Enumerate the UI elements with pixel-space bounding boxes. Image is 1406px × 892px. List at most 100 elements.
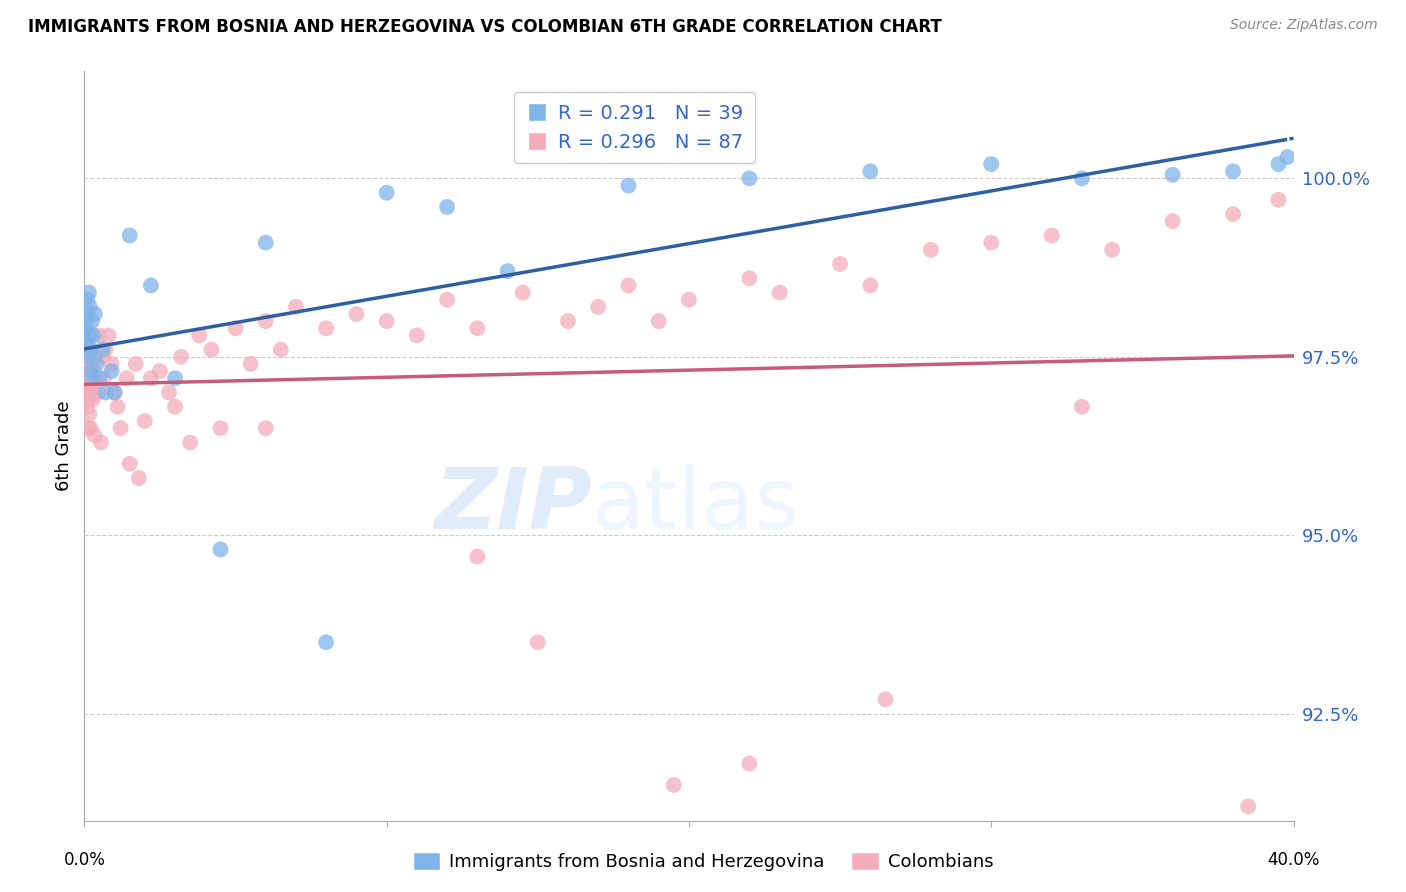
- Point: [1071, 400, 1094, 414]
- Point: [79, 385, 101, 400]
- Point: [82, 392, 104, 407]
- Point: [79, 350, 101, 364]
- Point: [678, 293, 700, 307]
- Point: [209, 542, 232, 557]
- Point: [80, 357, 103, 371]
- Point: [1267, 193, 1289, 207]
- Point: [125, 357, 148, 371]
- Point: [79, 328, 101, 343]
- Point: [738, 171, 761, 186]
- Point: [139, 278, 162, 293]
- Point: [76, 385, 98, 400]
- Legend: Immigrants from Bosnia and Herzegovina, Colombians: Immigrants from Bosnia and Herzegovina, …: [405, 845, 1001, 879]
- Point: [77, 350, 100, 364]
- Point: [77, 407, 100, 421]
- Point: [80, 378, 103, 392]
- Point: [134, 414, 156, 428]
- Point: [1101, 243, 1123, 257]
- Point: [830, 257, 852, 271]
- Text: 40.0%: 40.0%: [1267, 851, 1320, 869]
- Point: [76, 293, 98, 307]
- Point: [165, 371, 187, 385]
- Point: [617, 178, 640, 193]
- Point: [254, 314, 277, 328]
- Text: ZIP: ZIP: [434, 465, 592, 548]
- Point: [110, 421, 132, 435]
- Point: [1161, 168, 1184, 182]
- Point: [436, 200, 458, 214]
- Point: [82, 371, 104, 385]
- Point: [1040, 228, 1063, 243]
- Point: [100, 364, 122, 378]
- Point: [77, 364, 100, 378]
- Point: [149, 364, 172, 378]
- Point: [527, 635, 550, 649]
- Point: [285, 300, 308, 314]
- Point: [80, 364, 103, 378]
- Point: [76, 357, 98, 371]
- Point: [1222, 164, 1244, 178]
- Point: [980, 157, 1002, 171]
- Point: [254, 421, 277, 435]
- Point: [104, 385, 127, 400]
- Point: [165, 400, 187, 414]
- Point: [188, 328, 211, 343]
- Point: [920, 243, 942, 257]
- Point: [875, 692, 897, 706]
- Point: [94, 385, 117, 400]
- Point: [83, 428, 105, 442]
- Point: [93, 371, 115, 385]
- Point: [97, 328, 120, 343]
- Point: [769, 285, 792, 300]
- Point: [315, 635, 337, 649]
- Point: [94, 343, 117, 357]
- Point: [467, 321, 489, 335]
- Point: [139, 371, 162, 385]
- Point: [86, 371, 108, 385]
- Point: [1237, 799, 1260, 814]
- Point: [179, 435, 201, 450]
- Point: [512, 285, 534, 300]
- Point: [104, 385, 127, 400]
- Point: [557, 314, 579, 328]
- Point: [77, 392, 100, 407]
- Text: 0.0%: 0.0%: [63, 851, 105, 869]
- Point: [84, 307, 107, 321]
- Point: [89, 371, 111, 385]
- Point: [76, 314, 98, 328]
- Point: [859, 278, 882, 293]
- Point: [157, 385, 180, 400]
- Point: [588, 300, 610, 314]
- Y-axis label: 6th Grade: 6th Grade: [55, 401, 73, 491]
- Point: [86, 357, 108, 371]
- Point: [107, 400, 129, 414]
- Point: [200, 343, 222, 357]
- Point: [170, 350, 193, 364]
- Point: [980, 235, 1002, 250]
- Point: [406, 328, 429, 343]
- Point: [80, 343, 103, 357]
- Point: [270, 343, 292, 357]
- Text: Source: ZipAtlas.com: Source: ZipAtlas.com: [1230, 18, 1378, 32]
- Point: [375, 186, 398, 200]
- Point: [1277, 150, 1299, 164]
- Point: [239, 357, 262, 371]
- Point: [76, 335, 98, 350]
- Point: [375, 314, 398, 328]
- Point: [1222, 207, 1244, 221]
- Point: [859, 164, 882, 178]
- Point: [467, 549, 489, 564]
- Point: [76, 378, 98, 392]
- Point: [254, 235, 277, 250]
- Text: atlas: atlas: [592, 465, 800, 548]
- Point: [617, 278, 640, 293]
- Point: [496, 264, 519, 278]
- Point: [79, 300, 101, 314]
- Point: [118, 457, 141, 471]
- Point: [75, 350, 97, 364]
- Point: [1161, 214, 1184, 228]
- Point: [315, 321, 337, 335]
- Point: [1071, 171, 1094, 186]
- Point: [79, 328, 101, 343]
- Point: [77, 307, 100, 321]
